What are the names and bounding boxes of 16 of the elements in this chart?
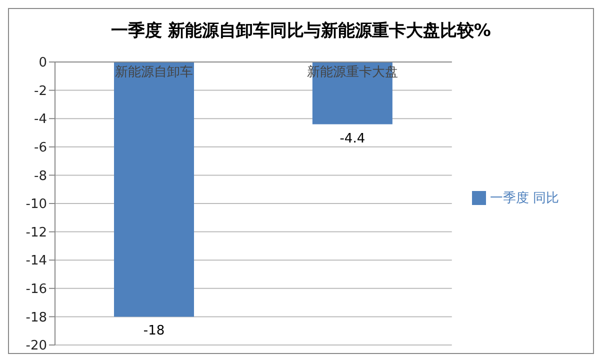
y-tick-label: -14 (26, 254, 47, 269)
legend-label: 一季度 同比 (490, 190, 559, 206)
y-tick-label: -18 (26, 310, 47, 326)
x-tick-label: 新能源自卸车 (115, 65, 194, 80)
y-tick-label: 0 (38, 56, 47, 71)
y-tick-label: -20 (26, 338, 47, 354)
y-tick-label: -4 (34, 112, 47, 128)
y-tick-label: -2 (34, 84, 47, 99)
y-tick-label: -16 (26, 282, 47, 298)
y-tick-label: -10 (26, 197, 47, 212)
y-tick-label: -12 (26, 225, 47, 240)
data-label: -18 (143, 324, 165, 339)
data-label: -4.4 (340, 131, 366, 146)
y-tick-label: -6 (34, 140, 47, 156)
y-tick-label: -8 (34, 168, 47, 184)
chart-title: 一季度 新能源自卸车同比与新能源重卡大盘比较% (110, 20, 492, 43)
